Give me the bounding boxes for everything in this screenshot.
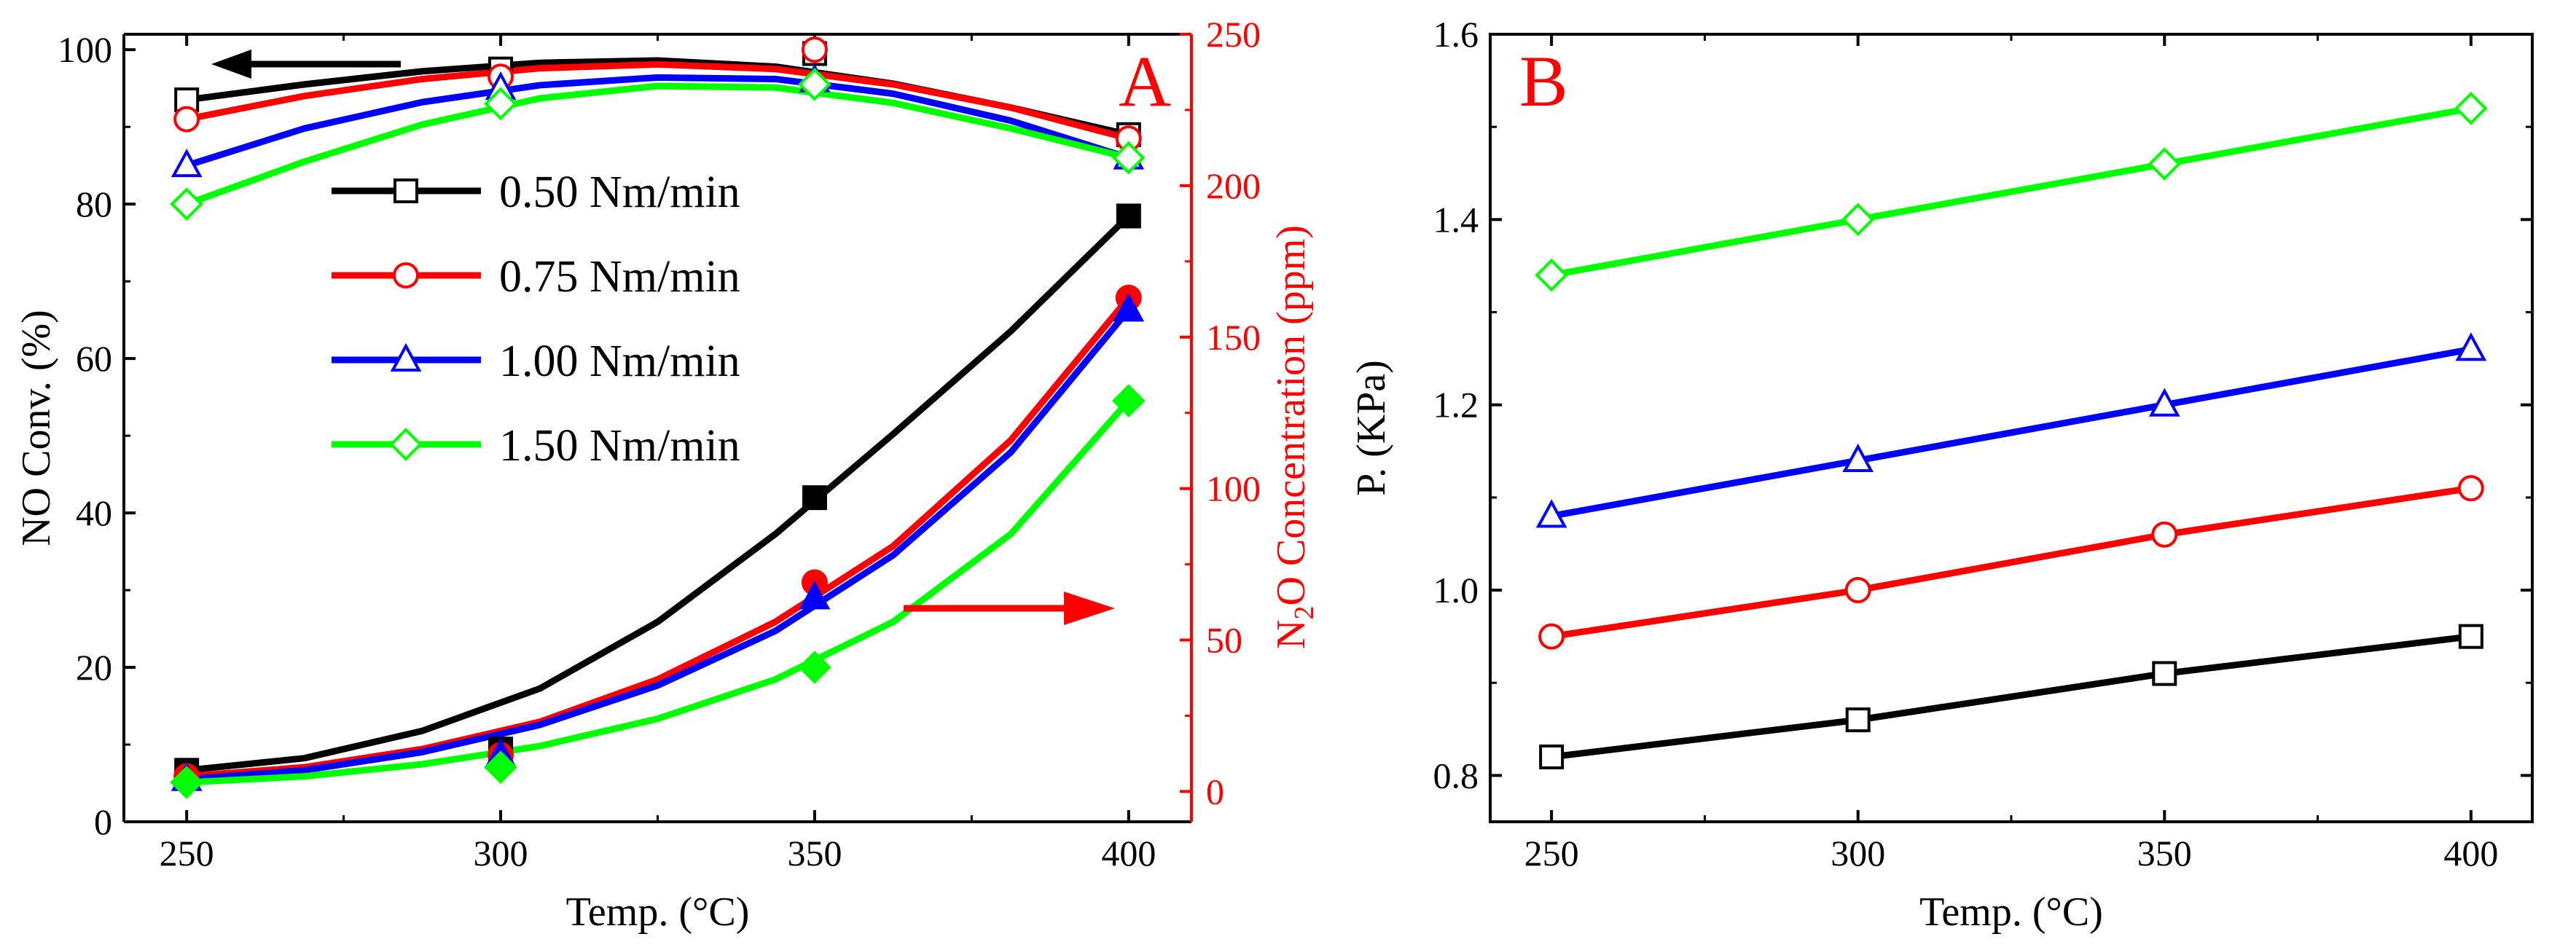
y-left-tick-label: 20 [76, 647, 112, 688]
y-right-tick-label: 200 [1206, 165, 1261, 206]
arrow-right-head [1064, 592, 1115, 625]
panel-letter-b: B [1519, 41, 1568, 122]
panel-letter-a: A [1119, 41, 1171, 122]
legend-label-0: 0.50 Nm/min [499, 168, 740, 217]
y-tick-label: 1.0 [1433, 570, 1479, 611]
legend-label-1: 0.75 Nm/min [499, 252, 740, 302]
pressure-point-2 [1842, 443, 1874, 473]
legend-marker-0 [394, 178, 418, 203]
y-right-tick-label: 150 [1206, 317, 1261, 358]
pressure-point-3 [2148, 147, 2182, 181]
y-left-tick-label: 80 [76, 184, 112, 224]
x-tick-label: 250 [160, 833, 214, 874]
pressure-point-1 [2151, 521, 2178, 548]
no-conv-curve-2 [185, 74, 1130, 169]
y-right-tick-label: 0 [1206, 771, 1224, 812]
pressure-point-1 [2457, 475, 2484, 502]
n2o-point-3 [484, 750, 517, 784]
pressure-point-1 [1844, 577, 1871, 604]
panel-a: 250 300 350 400 0 20 40 60 80 100 0 50 100 150 200 250 T… [14, 14, 1320, 935]
n2o-curve-3 [186, 399, 1132, 786]
no-conv-curve-1 [186, 60, 1130, 142]
x-tick-label: 300 [1831, 833, 1885, 874]
pressure-point-3 [1841, 203, 1875, 237]
no-conv-curve-3 [185, 82, 1130, 208]
legend-marker-1 [393, 262, 419, 288]
x-axis-label: Temp. (°C) [566, 890, 750, 935]
no-conv-point-2 [171, 148, 203, 178]
no-conv-point-3 [1111, 141, 1146, 175]
n2o-curve-2 [186, 307, 1132, 783]
pressure-line-1 [1551, 484, 2472, 640]
pressure-point-2 [2148, 388, 2180, 417]
y-right-tick-label: 100 [1206, 468, 1261, 509]
y-tick-label: 0.8 [1433, 755, 1479, 796]
pressure-line-2 [1551, 345, 2472, 519]
no-conv-point-1 [801, 36, 828, 63]
y-right-label-part: O Concentration (ppm) [1269, 225, 1314, 606]
y-right-axis-label: N2O Concentration (ppm) [1269, 225, 1320, 649]
pressure-point-3 [2454, 91, 2488, 125]
arrow-left-head [211, 50, 251, 79]
panel-b: 250 300 350 400 0.8 1.0 1.2 1.4 1.6 Temp. (°C) P. … [1349, 14, 2534, 935]
legend-label-3: 1.50 Nm/min [499, 421, 740, 471]
no-conv-point-3 [170, 187, 204, 221]
pressure-line-3 [1551, 105, 2472, 279]
n2o-point-2 [799, 581, 831, 610]
y-tick-label: 1.2 [1433, 385, 1479, 425]
y-right-tick-label: 250 [1206, 14, 1261, 55]
y-right-tick-label: 50 [1206, 620, 1242, 661]
x-tick-label: 350 [2137, 833, 2192, 874]
pressure-point-0 [1539, 744, 1565, 769]
y-tick-label: 1.6 [1433, 14, 1479, 55]
n2o-point-3 [170, 766, 204, 799]
x-tick-label: 300 [474, 833, 528, 874]
x-tick-label: 350 [787, 833, 842, 874]
n2o-point-0 [802, 485, 827, 511]
x-tick-label: 250 [1524, 833, 1579, 874]
n2o-point-3 [1111, 384, 1146, 417]
pressure-point-0 [1845, 707, 1871, 733]
y-left-tick-label: 40 [76, 492, 112, 533]
no-conv-point-3 [484, 87, 517, 121]
y-left-tick-label: 60 [76, 338, 112, 379]
legend-label-2: 1.00 Nm/min [499, 337, 740, 386]
x-axis-label: Temp. (°C) [1919, 890, 2103, 935]
y-right-label-subscript: 2 [1289, 606, 1320, 620]
no-conv-point-1 [173, 106, 200, 133]
pressure-line-0 [1551, 633, 2472, 761]
n2o-point-2 [1113, 293, 1145, 322]
y-axis-label: P. (KPa) [1349, 360, 1394, 496]
pressure-point-3 [1535, 258, 1568, 292]
pressure-point-2 [1535, 499, 1567, 528]
n2o-point-0 [1116, 203, 1141, 229]
legend-marker-3 [389, 428, 423, 461]
plot-frame [1489, 33, 2534, 823]
y-left-axis-label: NO Conv. (%) [14, 310, 59, 546]
no-conv-point-3 [798, 68, 831, 101]
n2o-curve-0 [186, 213, 1131, 774]
x-tick-label: 400 [1101, 833, 1156, 874]
pressure-point-0 [2458, 624, 2483, 649]
y-left-tick-label: 100 [58, 29, 112, 70]
legend-marker-2 [390, 342, 422, 372]
pressure-point-1 [1538, 623, 1565, 650]
pressure-point-2 [2455, 332, 2487, 361]
n2o-point-3 [798, 651, 831, 684]
pressure-point-0 [2152, 661, 2177, 686]
y-right-label-part: N [1269, 620, 1314, 649]
y-left-tick-label: 0 [94, 801, 112, 842]
y-tick-label: 1.4 [1433, 199, 1479, 240]
x-tick-label: 400 [2443, 833, 2498, 874]
